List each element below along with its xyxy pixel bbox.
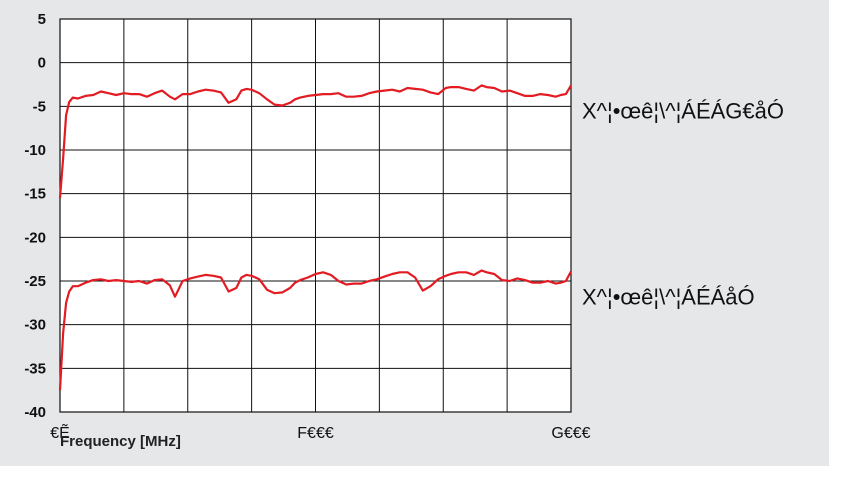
series-label-2: X^¦•œê¦\^¦ÁÉÁåÓ bbox=[582, 284, 755, 309]
x-tick-label: €Ẽ bbox=[50, 422, 70, 442]
series-labels: X^¦•œê¦\^¦ÁÉÁG€åÓ X^¦•œê¦\^¦ÁÉÁåÓ bbox=[582, 98, 784, 309]
y-tick-label: -30 bbox=[24, 317, 46, 334]
series-line-2 bbox=[58, 269, 572, 391]
x-axis-label: Frequency [MHz] bbox=[60, 433, 181, 450]
y-tick-label: -20 bbox=[24, 229, 46, 246]
y-tick-label: -5 bbox=[33, 98, 46, 115]
y-tick-label: -40 bbox=[24, 404, 46, 421]
y-tick-label: -25 bbox=[24, 273, 46, 290]
y-tick-labels: 5 0 -5 -10 -15 -20 -25 -30 -35 -40 bbox=[24, 11, 46, 421]
series-label-1: X^¦•œê¦\^¦ÁÉÁG€åÓ bbox=[582, 98, 784, 123]
y-tick-label: 0 bbox=[38, 55, 46, 72]
x-tick-label: F€€€ bbox=[297, 425, 334, 442]
y-tick-label: 5 bbox=[38, 11, 46, 28]
x-tick-label: G€€€ bbox=[551, 425, 590, 442]
grid bbox=[59, 18, 572, 413]
y-tick-label: -35 bbox=[24, 360, 46, 377]
plot-border bbox=[59, 18, 572, 413]
chart-panel: 5 0 -5 -10 -15 -20 -25 -30 -35 -40 €Ẽ F€€€ G€€€ X^¦… bbox=[0, 0, 829, 466]
y-tick-label: -15 bbox=[24, 186, 46, 203]
y-tick-label: -10 bbox=[24, 142, 46, 159]
x-tick-labels: €Ẽ F€€€ G€€€ bbox=[50, 422, 590, 442]
series-line-1 bbox=[58, 84, 572, 199]
series-lines bbox=[58, 84, 572, 391]
